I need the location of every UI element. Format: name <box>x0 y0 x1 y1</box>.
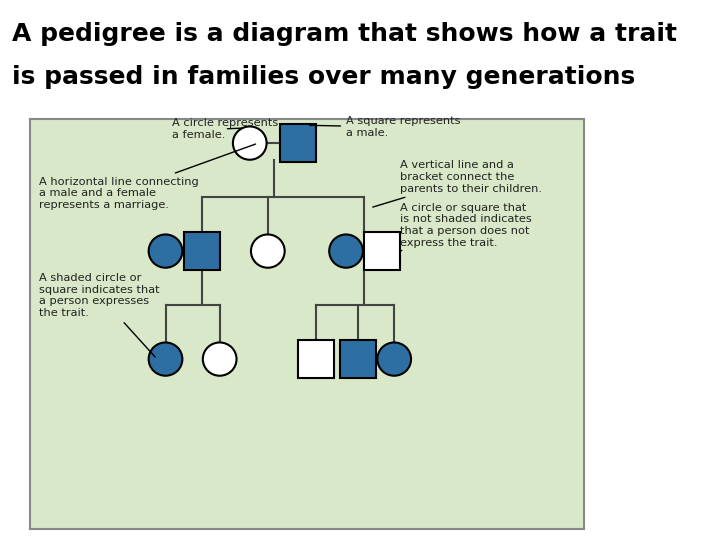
FancyBboxPatch shape <box>184 232 220 269</box>
Ellipse shape <box>148 234 182 268</box>
Text: A horizontal line connecting
a male and a female
represents a marriage.: A horizontal line connecting a male and … <box>39 144 256 210</box>
FancyBboxPatch shape <box>30 119 584 529</box>
FancyBboxPatch shape <box>364 232 400 269</box>
Ellipse shape <box>329 234 363 268</box>
Ellipse shape <box>251 234 284 268</box>
Ellipse shape <box>377 342 411 376</box>
Ellipse shape <box>233 126 266 160</box>
Text: A shaded circle or
square indicates that
a person expresses
the trait.: A shaded circle or square indicates that… <box>39 273 160 357</box>
Ellipse shape <box>203 342 237 376</box>
Text: is passed in families over many generations: is passed in families over many generati… <box>12 65 635 89</box>
Text: A circle represents
a female.: A circle represents a female. <box>171 118 278 140</box>
Ellipse shape <box>148 342 182 376</box>
FancyBboxPatch shape <box>298 340 334 378</box>
Text: A pedigree is a diagram that shows how a trait: A pedigree is a diagram that shows how a… <box>12 22 677 45</box>
Text: A circle or square that
is not shaded indicates
that a person does not
express t: A circle or square that is not shaded in… <box>400 203 532 251</box>
FancyBboxPatch shape <box>280 125 316 162</box>
Text: A square represents
a male.: A square represents a male. <box>310 117 461 138</box>
FancyBboxPatch shape <box>340 340 376 378</box>
Text: A vertical line and a
bracket connect the
parents to their children.: A vertical line and a bracket connect th… <box>373 160 542 207</box>
